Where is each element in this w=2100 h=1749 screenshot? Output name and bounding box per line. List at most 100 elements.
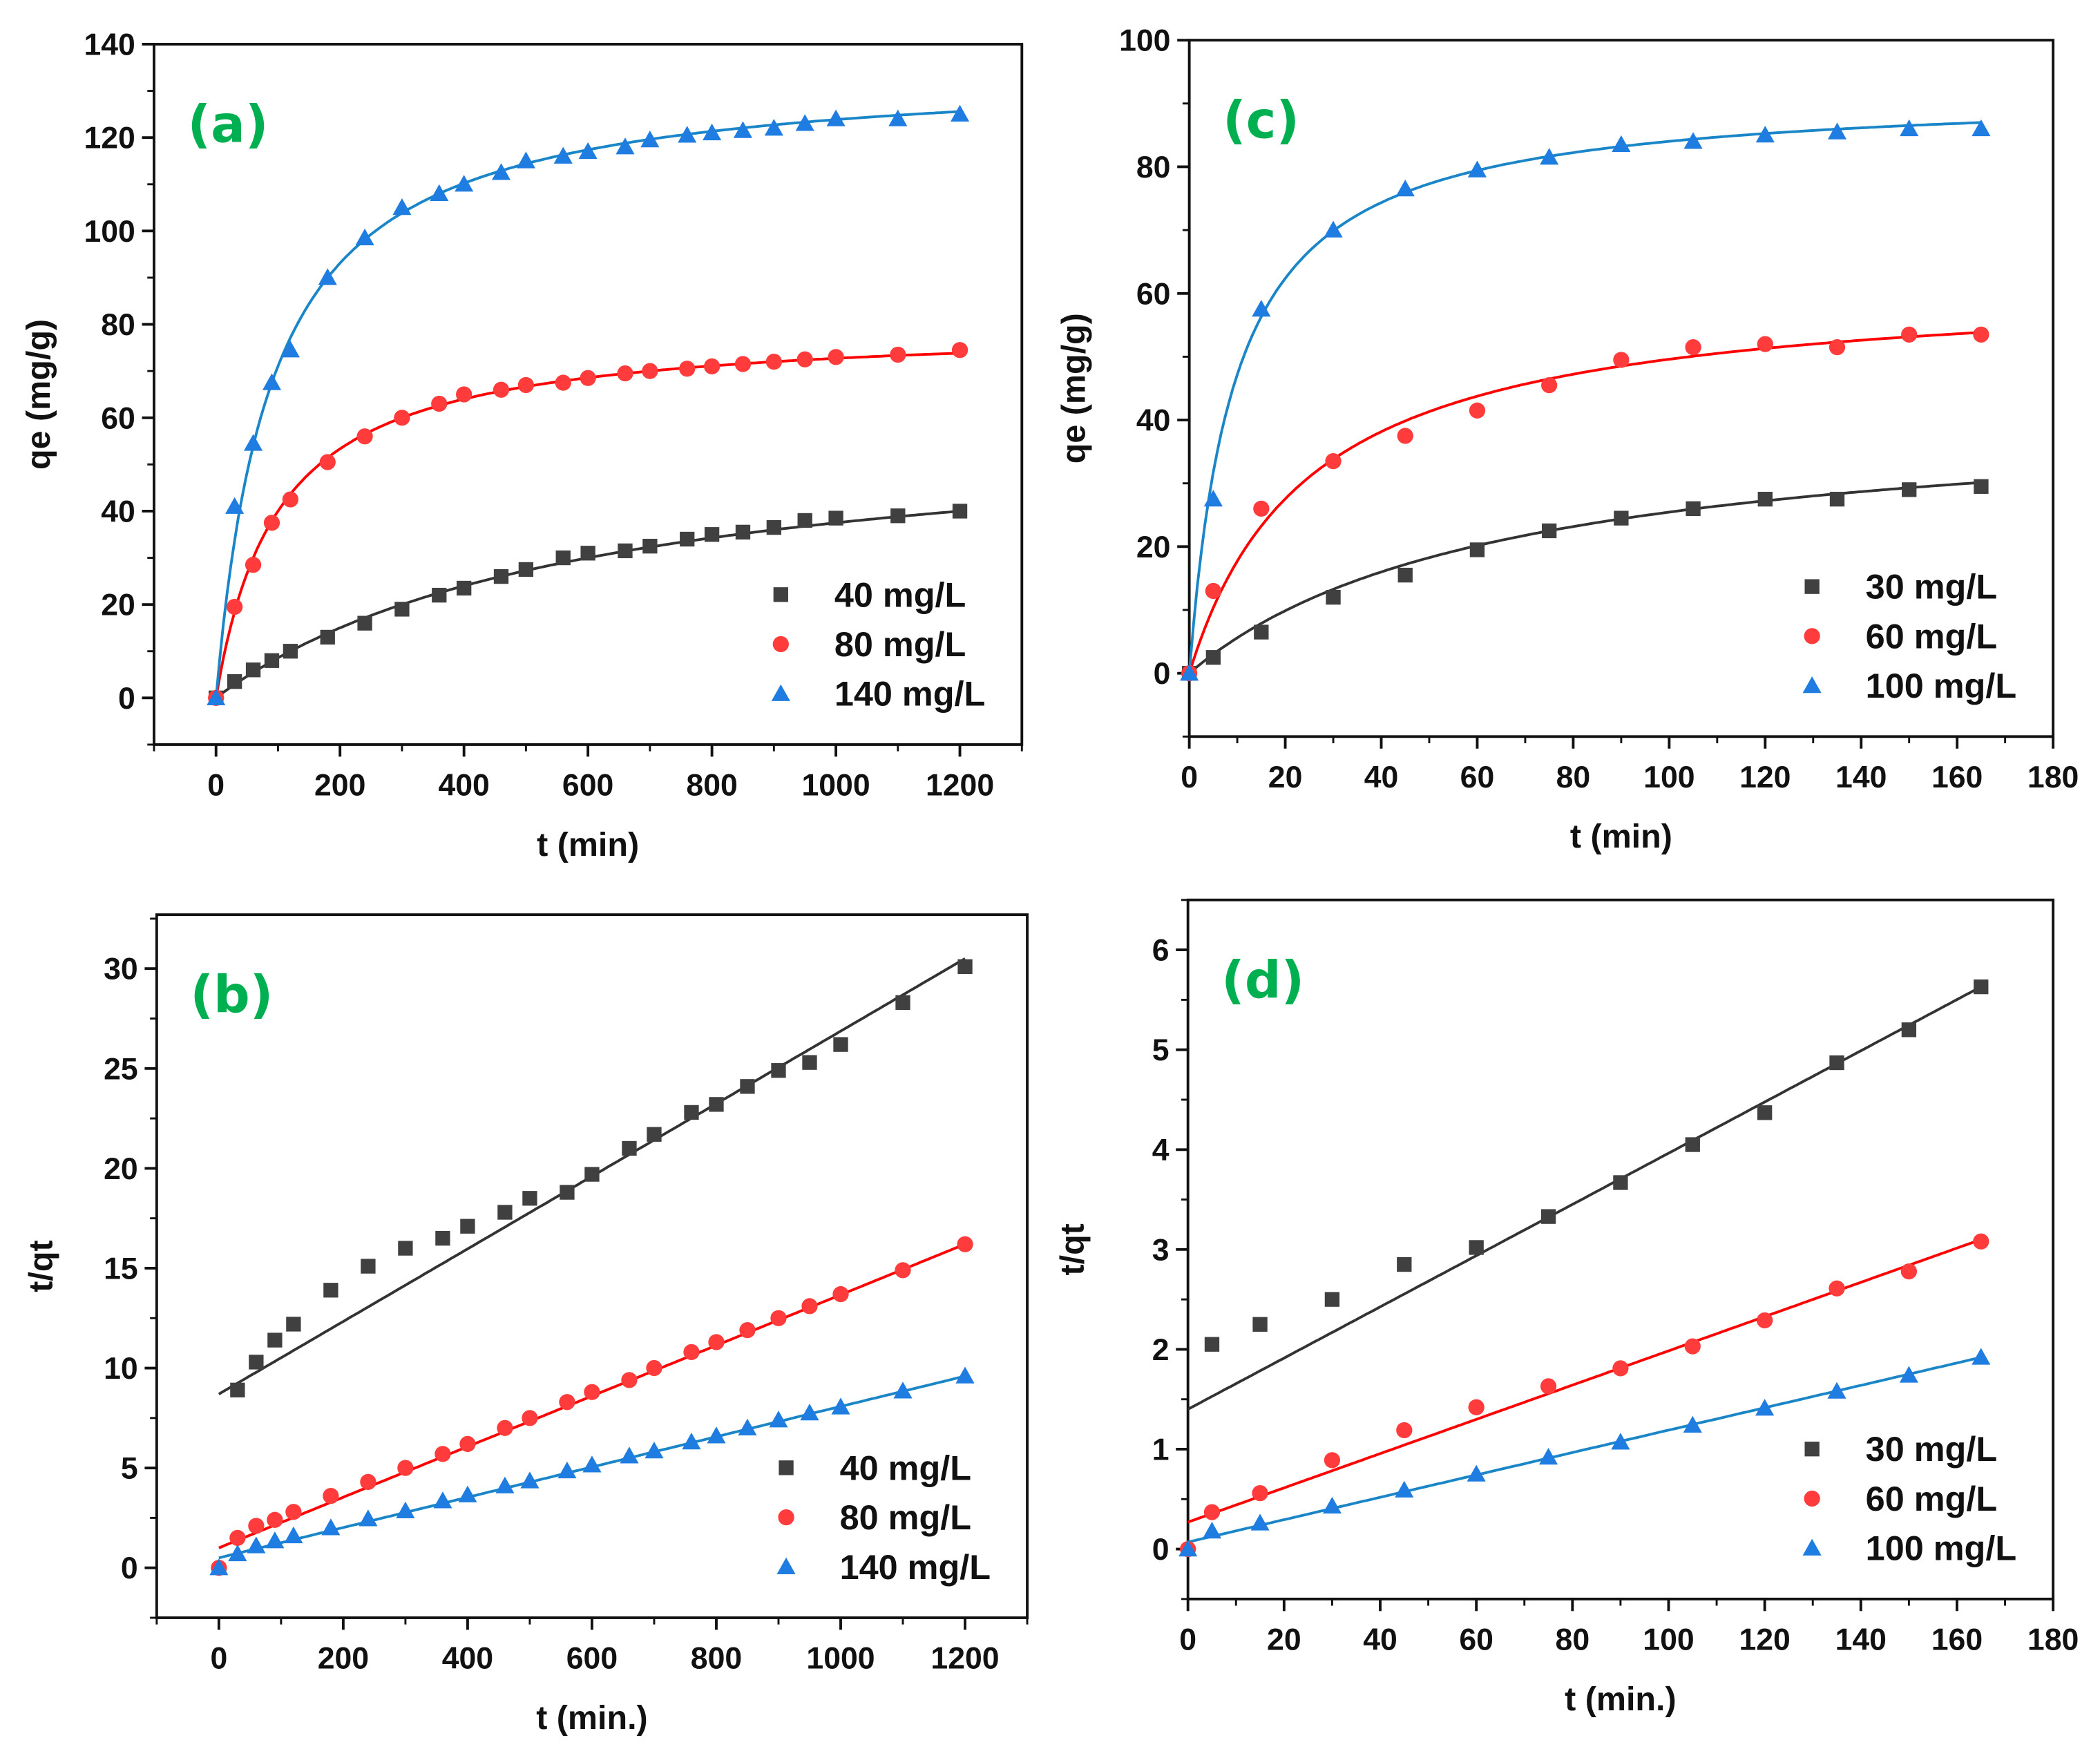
- data-point: [1324, 1452, 1341, 1469]
- data-point: [765, 354, 782, 370]
- legend: 30 mg/L 60 mg/L 100 mg/L: [1802, 1429, 2016, 1568]
- data-point: [1324, 1292, 1340, 1307]
- series-100-mg-L: [1178, 1348, 1991, 1557]
- data-point: [318, 268, 337, 285]
- legend-label: 30 mg/L: [1866, 567, 1997, 606]
- data-point: [493, 568, 509, 584]
- data-point: [361, 1259, 376, 1274]
- data-point: [796, 351, 813, 367]
- data-point: [764, 119, 783, 136]
- data-point: [247, 1536, 266, 1554]
- data-point: [283, 644, 298, 659]
- x-tick-label: 400: [438, 769, 489, 803]
- data-point: [801, 1298, 818, 1315]
- data-point: [398, 1241, 413, 1256]
- fit-line-60-mg-L: [1187, 1238, 1982, 1524]
- data-point: [1326, 590, 1341, 605]
- x-tick-label: 200: [314, 769, 365, 803]
- y-tick-label: 0: [118, 682, 135, 716]
- panel-label: (d): [1221, 951, 1304, 1010]
- data-point: [582, 1455, 602, 1473]
- data-point: [228, 1544, 247, 1562]
- data-point: [493, 381, 510, 398]
- y-tick-label: 120: [84, 122, 135, 155]
- data-point: [578, 142, 598, 160]
- legend-marker: [1804, 628, 1820, 644]
- x-tick-label: 20: [1267, 1623, 1301, 1657]
- x-tick-label: 60: [1459, 1623, 1493, 1657]
- panel-label: (a): [187, 96, 268, 155]
- y-axis-title: qe (mg/g): [20, 319, 57, 470]
- data-point: [321, 1518, 341, 1536]
- series-140-mg-L: [209, 1366, 975, 1576]
- data-point: [555, 374, 571, 391]
- data-point: [1611, 1433, 1630, 1450]
- data-point: [1757, 336, 1773, 352]
- legend-marker: [1804, 1490, 1820, 1507]
- data-point: [580, 546, 595, 561]
- data-point: [620, 1446, 639, 1464]
- data-point: [771, 1063, 786, 1078]
- x-tick-label: 180: [2027, 761, 2079, 794]
- x-tick-label: 100: [1643, 1623, 1694, 1657]
- data-point: [1397, 1256, 1412, 1272]
- y-tick-label: 6: [1152, 934, 1170, 968]
- data-point: [431, 395, 448, 412]
- data-point: [267, 1511, 283, 1528]
- series-40-mg-L: [230, 959, 973, 1398]
- data-point: [456, 580, 472, 596]
- y-tick-label: 5: [121, 1452, 138, 1486]
- data-point: [267, 1332, 283, 1348]
- data-point: [1395, 1480, 1414, 1498]
- legend-label: 100 mg/L: [1866, 666, 2016, 705]
- x-tick-label: 800: [691, 1642, 742, 1676]
- y-tick-label: 0: [121, 1551, 138, 1585]
- data-point: [520, 1471, 540, 1489]
- x-tick-label: 120: [1739, 1623, 1790, 1657]
- data-point: [355, 228, 374, 246]
- data-point: [1252, 1484, 1268, 1502]
- legend-label: 60 mg/L: [1866, 616, 1997, 656]
- x-axis-title: t (min): [537, 826, 639, 863]
- data-point: [1612, 1360, 1629, 1377]
- data-point: [360, 1473, 376, 1491]
- y-tick-label: 30: [104, 953, 138, 986]
- data-point: [1683, 132, 1703, 149]
- data-point: [1900, 119, 1919, 137]
- data-point: [957, 1236, 973, 1252]
- y-tick-label: 1: [1152, 1433, 1170, 1467]
- data-point: [1322, 1496, 1342, 1514]
- x-tick-label: 100: [1643, 761, 1695, 794]
- x-tick-label: 200: [318, 1642, 369, 1676]
- data-point: [497, 1420, 513, 1436]
- data-point: [518, 562, 534, 577]
- data-point: [684, 1105, 699, 1120]
- data-point: [1467, 1464, 1486, 1482]
- data-point: [459, 1435, 476, 1453]
- data-point: [359, 1509, 378, 1527]
- x-tick-label: 60: [1460, 761, 1495, 794]
- data-point: [1468, 1399, 1485, 1415]
- data-point: [1900, 1263, 1918, 1280]
- data-point: [895, 995, 910, 1011]
- legend-label: 40 mg/L: [840, 1448, 971, 1487]
- data-point: [435, 1446, 451, 1462]
- data-point: [1755, 126, 1775, 143]
- data-point: [280, 341, 300, 358]
- data-point: [455, 175, 474, 192]
- data-point: [1254, 624, 1269, 640]
- data-point: [642, 538, 658, 554]
- y-tick-label: 25: [104, 1052, 138, 1086]
- data-point: [1757, 1105, 1773, 1120]
- legend-label: 100 mg/L: [1866, 1529, 2016, 1568]
- data-point: [1540, 1209, 1556, 1224]
- legend-label: 30 mg/L: [1866, 1429, 1997, 1469]
- data-point: [435, 1230, 450, 1246]
- legend: 40 mg/L 80 mg/L 140 mg/L: [771, 575, 985, 714]
- panel-b: 0 200 400 600 800 1000 1200 0 5 10 15 20 25 30 t (min.…: [23, 913, 1029, 1737]
- x-tick-label: 180: [2027, 1623, 2079, 1657]
- x-tick-label: 400: [442, 1642, 493, 1676]
- data-point: [952, 504, 968, 519]
- data-point: [795, 114, 814, 131]
- data-point: [207, 688, 226, 706]
